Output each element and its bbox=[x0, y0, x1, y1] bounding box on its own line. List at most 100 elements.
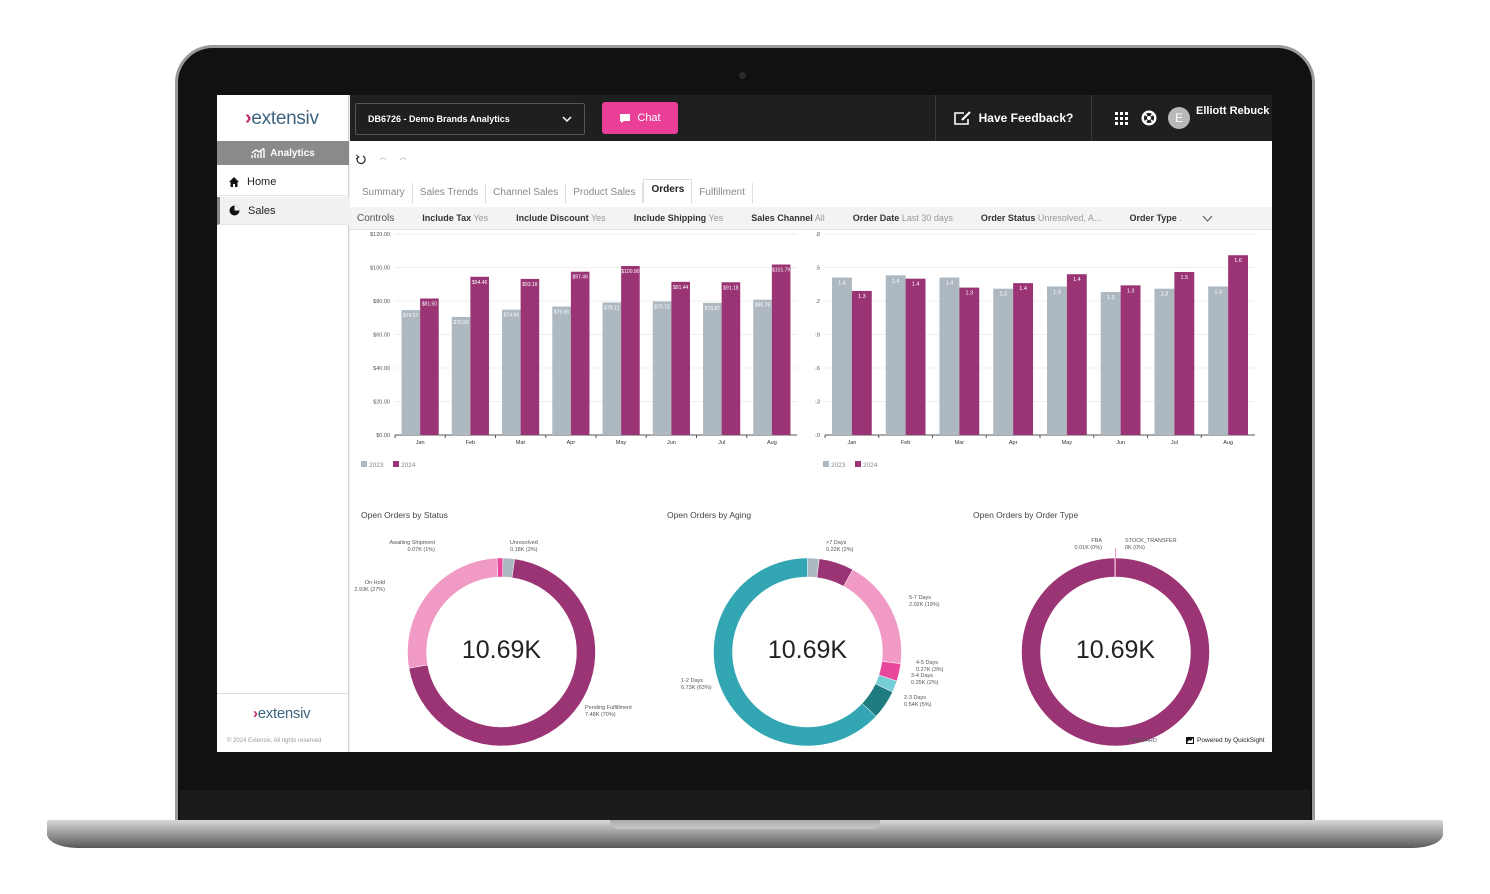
tab-fulfillment[interactable]: Fulfillment bbox=[692, 183, 753, 203]
bar-2024 bbox=[621, 265, 640, 435]
undo-icon[interactable] bbox=[379, 157, 387, 161]
tab-channel-sales[interactable]: Channel Sales bbox=[486, 183, 567, 203]
chart-title: Open Orders by Status bbox=[361, 510, 448, 520]
chat-label: Chat bbox=[637, 112, 661, 124]
data-label: $76.66 bbox=[554, 310, 570, 316]
data-label: $74.57 bbox=[403, 313, 419, 319]
sidebar-divider bbox=[217, 693, 349, 694]
y-tick-label: $120.00 bbox=[370, 232, 390, 238]
x-tick-label: May bbox=[1062, 440, 1073, 446]
bar-2023 bbox=[885, 275, 906, 435]
control-include-discount[interactable]: Include Discount Yes bbox=[516, 213, 606, 223]
sidebar: ›extensiv Analytics Home Sales ›extensiv… bbox=[217, 95, 349, 752]
data-label: $91.18 bbox=[723, 285, 739, 291]
apps-grid-icon[interactable] bbox=[1115, 112, 1128, 125]
data-label: 1.3 bbox=[1053, 289, 1061, 295]
y-tick-label: $20.00 bbox=[373, 400, 390, 406]
avatar[interactable]: E bbox=[1168, 107, 1190, 129]
sidebar-item-sales[interactable]: Sales bbox=[217, 197, 349, 225]
user-name[interactable]: Elliott Rebuck bbox=[1196, 105, 1270, 117]
quicksight-icon bbox=[1186, 737, 1194, 744]
edit-feedback-icon bbox=[953, 111, 971, 125]
bar-2023 bbox=[1046, 286, 1067, 435]
bar-2024 bbox=[905, 278, 926, 435]
x-tick-label: Aug bbox=[1223, 440, 1233, 446]
legend-swatch bbox=[823, 461, 829, 467]
pie-chart-icon bbox=[229, 205, 240, 216]
control-order-status[interactable]: Order Status Unresolved, A... bbox=[980, 213, 1102, 223]
open-orders-by-order-type: Open Orders by Order Type Powered by Qui… bbox=[967, 500, 1272, 752]
slice-label: FBA 0.01K (0%) bbox=[1074, 538, 1102, 551]
help-lifebuoy-icon[interactable] bbox=[1141, 110, 1157, 126]
bar-2023 bbox=[652, 301, 672, 435]
bar-2023 bbox=[753, 299, 772, 435]
data-label: $74.84 bbox=[504, 313, 520, 319]
tab-summary[interactable]: Summary bbox=[355, 183, 413, 203]
x-tick-label: Feb bbox=[901, 440, 910, 446]
slice-label: 5-7 Days 2.02K (19%) bbox=[909, 595, 940, 608]
donut-chart bbox=[407, 557, 596, 747]
bar-2024 bbox=[721, 282, 741, 435]
bar-2023 bbox=[451, 316, 471, 435]
expand-controls-icon[interactable] bbox=[1202, 215, 1213, 222]
data-label: 1.6 bbox=[1234, 258, 1242, 264]
bar-2024 bbox=[420, 298, 439, 435]
data-label: 1.4 bbox=[946, 281, 954, 287]
topbar: DB6726 - Demo Brands Analytics Chat Have… bbox=[350, 95, 1272, 141]
bar-2024 bbox=[570, 271, 590, 435]
control-order-date[interactable]: Order Date Last 30 days bbox=[852, 213, 953, 223]
control-include-tax[interactable]: Include Tax Yes bbox=[422, 213, 489, 223]
bar-2024 bbox=[1066, 274, 1087, 435]
open-orders-by-aging: Open Orders by Aging 10.69K >7 Days 0.22K (… bbox=[661, 500, 962, 752]
x-tick-label: Apr bbox=[1009, 440, 1018, 446]
slice-label: >7 Days 0.22K (2%) bbox=[826, 540, 854, 553]
chat-button[interactable]: Chat bbox=[602, 102, 678, 134]
y-tick-label: $80.00 bbox=[373, 299, 390, 305]
tab-product-sales[interactable]: Product Sales bbox=[566, 183, 644, 203]
bar-2024 bbox=[851, 290, 872, 435]
toolbar bbox=[355, 154, 407, 165]
dashboard-select[interactable]: DB6726 - Demo Brands Analytics bbox=[355, 103, 585, 135]
legend-label: 2024 bbox=[863, 462, 878, 469]
dashboard-select-value: DB6726 - Demo Brands Analytics bbox=[368, 114, 510, 124]
x-tick-label: Mar bbox=[516, 440, 526, 446]
data-label: 1.4 bbox=[912, 282, 920, 288]
control-sales-channel[interactable]: Sales Channel All bbox=[751, 213, 825, 223]
tab-orders[interactable]: Orders bbox=[643, 179, 693, 203]
sidebar-item-label: Sales bbox=[248, 204, 276, 217]
x-tick-label: Feb bbox=[466, 440, 475, 446]
tab-sales-trends[interactable]: Sales Trends bbox=[413, 183, 487, 203]
legend-label: 2023 bbox=[369, 462, 384, 469]
bar-2024 bbox=[520, 278, 540, 435]
legend-label: 2023 bbox=[831, 462, 846, 469]
data-label: $91.44 bbox=[673, 285, 689, 291]
sidebar-item-label: Home bbox=[247, 175, 277, 188]
extensiv-logo[interactable]: ›extensiv bbox=[245, 107, 319, 129]
x-tick-label: Aug bbox=[767, 440, 777, 446]
bar-2023 bbox=[993, 288, 1014, 435]
feedback-button[interactable]: Have Feedback? bbox=[935, 95, 1092, 141]
y-tick-label: 1.5 bbox=[815, 266, 820, 272]
control-order-type[interactable]: Order Type . bbox=[1129, 213, 1182, 223]
slice-label: Awaiting Shipment 0.07K (1%) bbox=[389, 540, 435, 553]
data-label: 1.4 bbox=[838, 281, 846, 287]
donut-slice bbox=[408, 558, 596, 747]
data-label: 1.3 bbox=[1161, 292, 1169, 298]
sidebar-item-home[interactable]: Home bbox=[217, 168, 349, 196]
sidebar-section-analytics[interactable]: Analytics bbox=[217, 141, 349, 165]
controls-label: Controls bbox=[357, 212, 395, 224]
bar-2023 bbox=[1100, 292, 1121, 435]
control-include-shipping[interactable]: Include Shipping Yes bbox=[633, 213, 724, 223]
redo-icon[interactable] bbox=[399, 157, 407, 161]
bar-2024 bbox=[470, 276, 489, 435]
powered-by-quicksight[interactable]: Powered by QuickSight bbox=[1182, 735, 1269, 746]
reset-icon[interactable] bbox=[355, 154, 366, 165]
laptop-bezel-bottom bbox=[180, 790, 1310, 822]
feedback-label: Have Feedback? bbox=[978, 111, 1074, 125]
chart-title: Open Orders by Aging bbox=[667, 510, 752, 520]
chart-title: Open Orders by Order Type bbox=[973, 510, 1079, 520]
data-label: $70.50 bbox=[453, 320, 469, 326]
x-tick-label: Jun bbox=[667, 440, 676, 446]
slice-label: STANDARD bbox=[1127, 738, 1157, 744]
copyright: © 2024 Extensiv, All rights reserved bbox=[227, 738, 322, 744]
